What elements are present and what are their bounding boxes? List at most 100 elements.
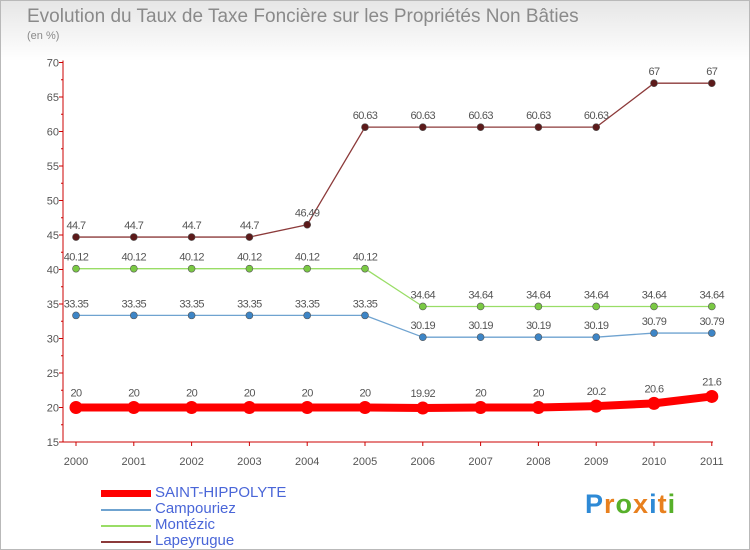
data-label: 30.79 xyxy=(642,316,667,328)
data-point xyxy=(72,233,80,241)
data-label: 20.6 xyxy=(644,383,663,395)
data-point xyxy=(476,333,485,341)
data-point xyxy=(187,311,196,320)
data-label: 40.12 xyxy=(295,252,320,264)
y-tick-label: 25 xyxy=(47,368,59,380)
data-point xyxy=(416,401,430,415)
legend-swatch xyxy=(101,509,151,511)
data-label: 34.64 xyxy=(468,289,493,301)
data-point xyxy=(130,311,138,320)
x-tick-label: 2010 xyxy=(642,456,666,468)
data-point xyxy=(707,329,716,337)
y-tick-label: 20 xyxy=(47,403,59,415)
data-point xyxy=(69,401,83,414)
proxiti-logo: Proxiti xyxy=(585,489,676,520)
series-line xyxy=(76,392,713,413)
data-label: 30.19 xyxy=(468,320,493,332)
data-point xyxy=(185,401,199,414)
data-label: 20 xyxy=(533,388,545,400)
legend-label: Montézic xyxy=(155,516,216,533)
data-label: 21.6 xyxy=(702,376,721,388)
data-label: 40.12 xyxy=(179,252,204,264)
data-label: 46.49 xyxy=(295,208,320,220)
x-tick-label: 2000 xyxy=(64,456,88,468)
x-tick-label: 2002 xyxy=(179,456,203,468)
chart-plot: 15 20 25 30 35 40 45 50 55 60 65 70 2000 2001 2002 2003… xyxy=(47,58,725,469)
legend-swatch xyxy=(101,525,151,527)
logo-letter: x xyxy=(633,489,650,519)
y-tick-label: 45 xyxy=(47,230,59,242)
data-label: 34.64 xyxy=(411,289,436,301)
legend-swatch xyxy=(101,490,151,497)
x-tick-label: 2005 xyxy=(353,456,377,468)
data-label: 34.64 xyxy=(526,289,551,301)
data-label: 44.7 xyxy=(66,220,85,232)
data-label: 33.35 xyxy=(353,298,378,310)
data-label: 20.2 xyxy=(587,386,606,398)
data-point xyxy=(242,401,256,414)
logo-letter: o xyxy=(615,489,634,519)
legend-label: Lapeyrugue xyxy=(155,532,235,549)
data-point xyxy=(707,79,716,87)
data-label: 40.12 xyxy=(353,252,378,264)
x-tick-label: 2004 xyxy=(295,456,319,468)
logo-letter: i xyxy=(667,489,677,519)
legend-label: SAINT-HIPPOLYTE xyxy=(155,484,287,501)
data-label: 67 xyxy=(706,66,718,78)
data-point xyxy=(72,311,80,320)
data-label: 20 xyxy=(128,388,140,400)
data-point xyxy=(592,302,601,311)
data-label: 40.12 xyxy=(122,252,147,264)
data-label: 30.19 xyxy=(584,320,609,332)
data-point xyxy=(303,264,312,273)
x-tick-label: 2006 xyxy=(411,456,435,468)
data-label: 60.63 xyxy=(353,110,378,122)
data-point xyxy=(245,233,254,241)
data-point xyxy=(187,233,196,241)
data-point xyxy=(361,123,369,131)
data-label: 33.35 xyxy=(237,298,262,310)
y-tick-label: 60 xyxy=(47,127,59,139)
chart-unit-label: (en %) xyxy=(27,30,60,42)
data-point xyxy=(358,401,372,414)
data-label: 60.63 xyxy=(468,110,493,122)
chart-title: Evolution du Taux de Taxe Foncière sur l… xyxy=(27,6,579,27)
x-tick-label: 2011 xyxy=(700,456,724,468)
data-label: 20 xyxy=(359,388,371,400)
x-tick-label: 2003 xyxy=(237,456,261,468)
data-point xyxy=(303,220,312,229)
data-point xyxy=(534,302,543,311)
logo-letter: i xyxy=(649,489,658,519)
data-label: 30.79 xyxy=(700,316,725,328)
data-point xyxy=(534,333,543,341)
y-tick-label: 15 xyxy=(47,437,59,449)
data-point xyxy=(650,329,658,337)
data-label: 67 xyxy=(648,66,660,78)
data-label: 33.35 xyxy=(179,298,204,310)
series-line xyxy=(76,314,712,338)
data-point xyxy=(72,264,80,273)
data-label: 33.35 xyxy=(64,298,89,310)
data-point xyxy=(534,123,543,131)
data-label: 60.63 xyxy=(411,110,436,122)
data-point xyxy=(592,123,601,131)
data-point xyxy=(130,233,138,241)
logo-letter: r xyxy=(604,489,616,519)
x-tick-label: 2001 xyxy=(122,456,146,468)
logo-letter: t xyxy=(657,489,668,519)
y-tick-label: 55 xyxy=(47,161,59,173)
y-tick-label: 50 xyxy=(47,196,59,208)
data-point xyxy=(361,264,369,273)
x-tick-label: 2008 xyxy=(526,456,550,468)
data-point xyxy=(245,311,254,320)
data-point xyxy=(650,79,658,87)
data-point xyxy=(707,302,716,311)
data-point xyxy=(476,302,485,311)
data-point xyxy=(245,264,254,273)
data-label: 33.35 xyxy=(295,298,320,310)
logo-letter: P xyxy=(585,489,605,519)
x-tick-label: 2007 xyxy=(468,456,492,468)
data-label: 33.35 xyxy=(122,298,147,310)
data-point xyxy=(418,333,427,341)
